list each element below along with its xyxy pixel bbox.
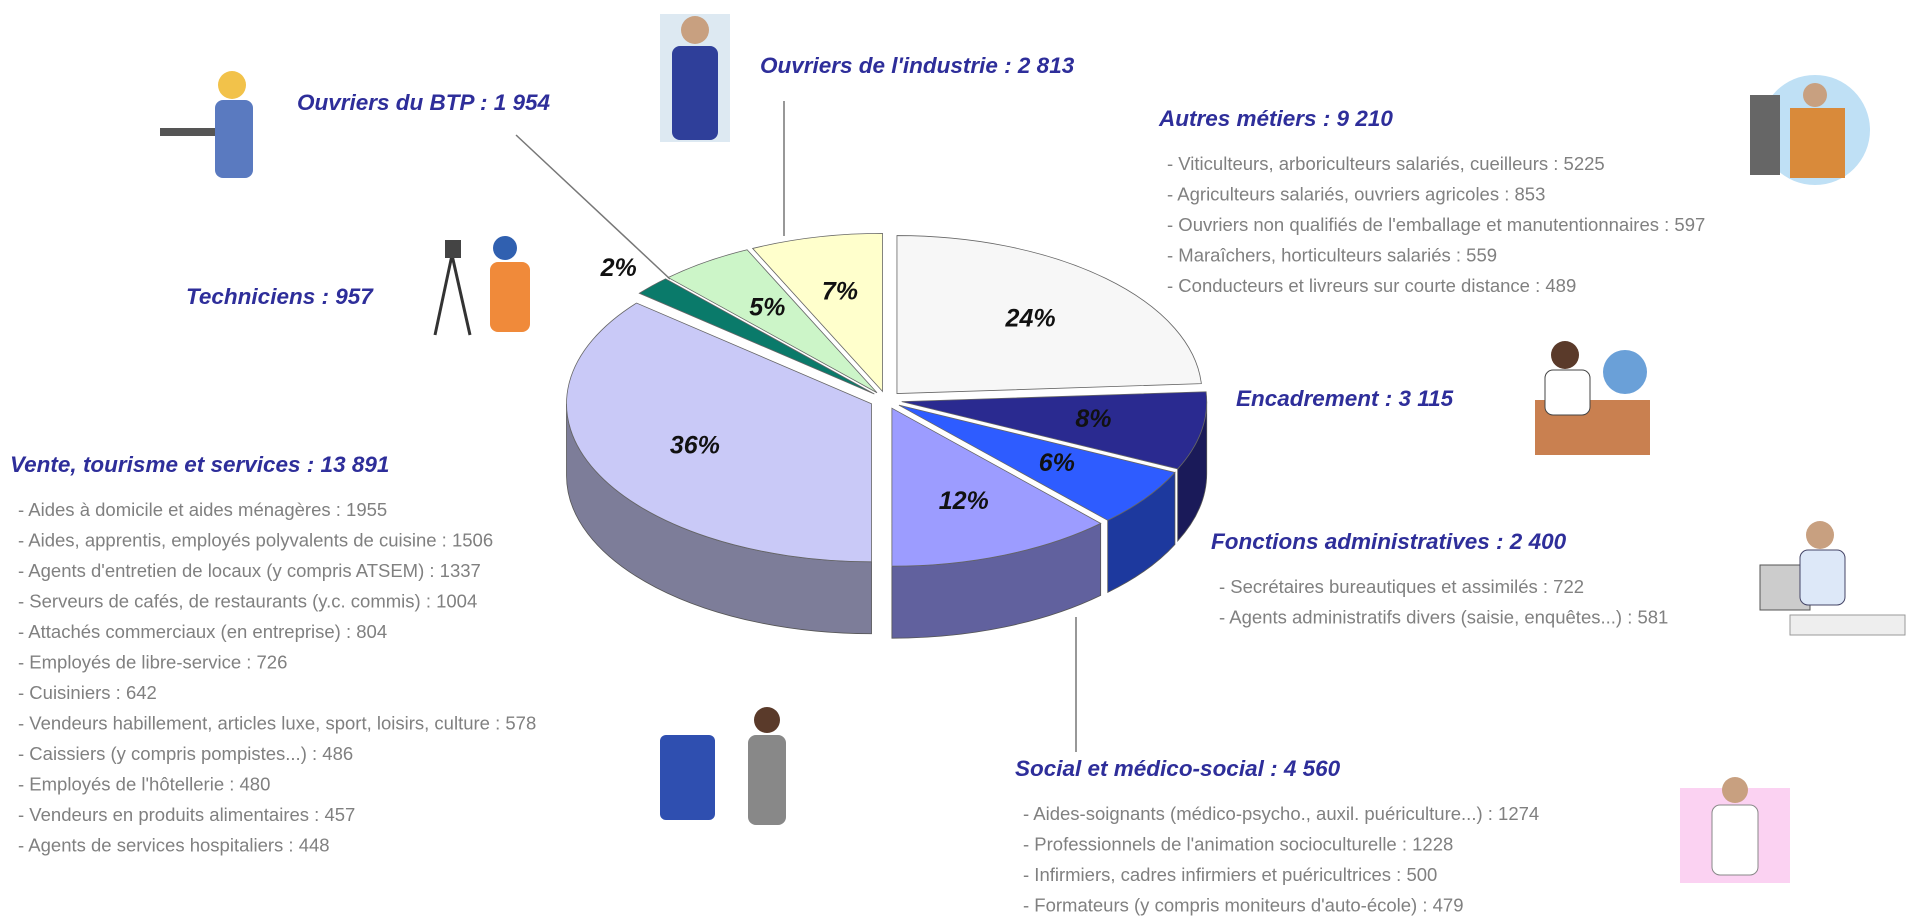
category-detail: - Employés de l'hôtellerie : 480 (18, 774, 270, 795)
pie-value-label: 12% (939, 487, 989, 515)
pie-value-label: 6% (1039, 449, 1075, 477)
category-detail: - Agents d'entretien de locaux (y compri… (18, 560, 481, 581)
icon-builder (160, 71, 253, 178)
category-detail: - Serveurs de cafés, de restaurants (y.c… (18, 591, 477, 612)
pie-slice (566, 302, 872, 563)
category-detail: - Caissiers (y compris pompistes...) : 4… (18, 743, 353, 764)
category-detail: - Secrétaires bureautiques et assimilés … (1219, 576, 1584, 597)
category-detail: - Employés de libre-service : 726 (18, 652, 287, 673)
pie-value-label: 5% (749, 294, 785, 322)
icon-surveyor (433, 236, 530, 336)
category-detail: - Agents administratifs divers (saisie, … (1219, 607, 1668, 628)
icon-nurse (1680, 777, 1790, 883)
category-detail: - Infirmiers, cadres infirmiers et puéri… (1023, 864, 1437, 885)
pie-slice (891, 407, 1102, 567)
pie-slice (667, 249, 878, 394)
category-detail: - Conducteurs et livreurs sur courte dis… (1167, 275, 1576, 296)
category-label: Vente, tourisme et services : 13 891 (10, 452, 389, 477)
pie-labels: 24% 8%6% 12% 36% 2% 5% 7% (600, 254, 1112, 515)
pie-value-label: 36% (670, 431, 720, 459)
icon-secretary (1759, 521, 1906, 636)
icon-worker (660, 14, 730, 142)
icon-delivery (1750, 75, 1870, 185)
leader-line (515, 134, 671, 280)
category-detail: - Vendeurs habillement, articles luxe, s… (18, 713, 536, 734)
pie-value-label: 2% (600, 254, 637, 282)
pie-slice (896, 235, 1202, 394)
category-detail: - Professionnels de l'animation sociocul… (1023, 834, 1453, 855)
pie-slice (751, 233, 883, 393)
icon-manager (1535, 341, 1650, 455)
category-label: Autres métiers : 9 210 (1158, 106, 1393, 131)
category-detail: - Agents de services hospitaliers : 448 (18, 835, 330, 856)
category-detail: - Aides à domicile et aides ménagères : … (18, 499, 387, 520)
pie-tops (566, 233, 1208, 567)
pie-value-label: 8% (1075, 405, 1111, 433)
pie-slice (901, 391, 1208, 470)
pie-slice (898, 404, 1176, 521)
category-label: Encadrement : 3 115 (1236, 386, 1454, 411)
category-detail: - Vendeurs en produits alimentaires : 45… (18, 804, 355, 825)
icon-clothes (660, 707, 786, 825)
category-label: Fonctions administratives : 2 400 (1211, 529, 1567, 554)
category-detail: - Aides-soignants (médico-psycho., auxil… (1023, 803, 1539, 824)
category-detail: - Aides, apprentis, employés polyvalents… (18, 530, 493, 551)
pie-value-label: 7% (822, 277, 858, 305)
category-label: Social et médico-social : 4 560 (1015, 756, 1341, 781)
category-detail: - Cuisiniers : 642 (18, 682, 157, 703)
pie-slice (638, 278, 875, 395)
category-detail: - Viticulteurs, arboriculteurs salariés,… (1167, 153, 1605, 174)
category-detail: - Attachés commerciaux (en entreprise) :… (18, 621, 387, 642)
category-label: Techniciens : 957 (186, 284, 374, 309)
pie-value-label: 24% (1005, 304, 1056, 332)
category-detail: - Formateurs (y compris moniteurs d'auto… (1023, 895, 1464, 916)
category-label: Ouvriers de l'industrie : 2 813 (760, 53, 1075, 78)
category-detail: - Maraîchers, horticulteurs salariés : 5… (1167, 245, 1497, 266)
category-detail: - Ouvriers non qualifiés de l'emballage … (1167, 214, 1705, 235)
category-detail: - Agriculteurs salariés, ouvriers agrico… (1167, 184, 1545, 205)
category-label: Ouvriers du BTP : 1 954 (297, 90, 550, 115)
